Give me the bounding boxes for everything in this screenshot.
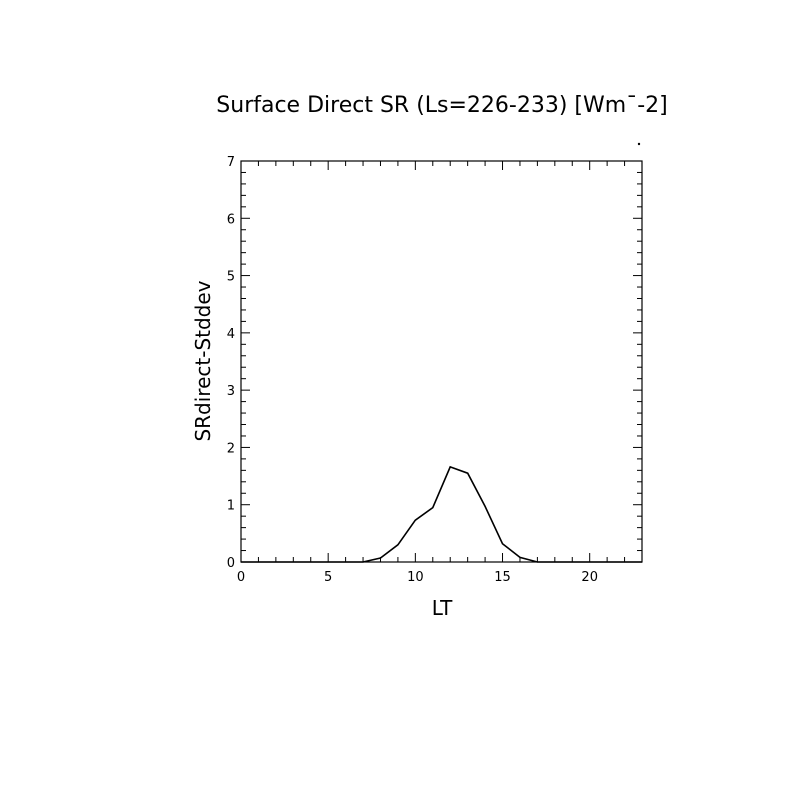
x-tick-label: 20 xyxy=(581,570,598,585)
plot-area xyxy=(240,160,643,563)
x-axis-label: LT xyxy=(432,596,453,620)
y-tick-label: 7 xyxy=(227,155,235,170)
y-axis: 0 1 2 3 4 5 6 7 xyxy=(227,155,642,571)
y-tick-label: 4 xyxy=(227,327,235,342)
series-line xyxy=(241,465,642,563)
stray-dot xyxy=(637,142,641,146)
y-tick-label: 5 xyxy=(227,270,235,285)
y-tick-label: 0 xyxy=(227,556,235,571)
x-axis: 0 5 10 15 20 xyxy=(237,161,643,585)
chart-title: Surface Direct SR (Ls=226-233) [Wm¯-2] xyxy=(216,93,667,118)
y-tick-label: 1 xyxy=(227,499,235,514)
plot-frame xyxy=(240,160,643,563)
x-tick-label: 15 xyxy=(494,570,511,585)
y-tick-label: 3 xyxy=(227,384,235,399)
y-axis-label: SRdirect-Stddev xyxy=(191,280,215,441)
x-tick-label: 0 xyxy=(237,570,245,585)
x-tick-label: 10 xyxy=(407,570,424,585)
x-tick-label: 5 xyxy=(324,570,332,585)
y-tick-label: 6 xyxy=(227,212,235,227)
y-tick-label: 2 xyxy=(227,441,235,456)
